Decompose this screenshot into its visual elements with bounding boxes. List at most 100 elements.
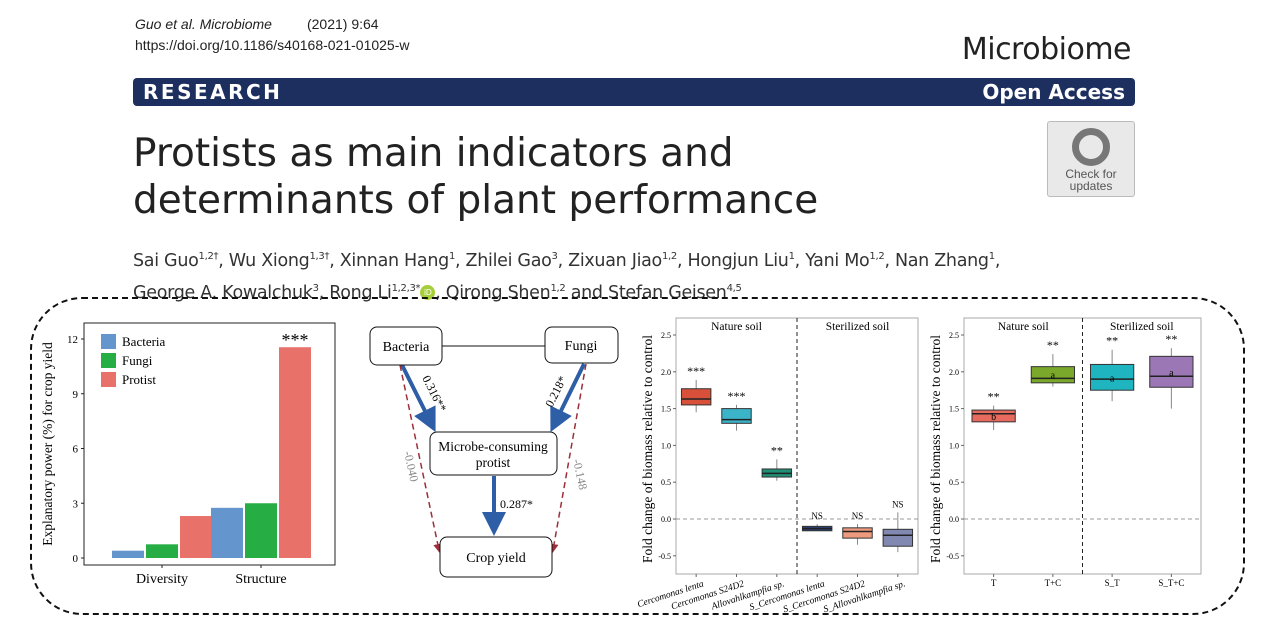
y-tick-label: 2.5 [949, 331, 959, 340]
author-separator: , [557, 250, 569, 271]
edge-bacteria-crop [399, 364, 443, 553]
author-name[interactable]: Sai Guo [133, 250, 199, 271]
author-affiliation: 1,2 [661, 251, 677, 262]
author-separator: , [455, 250, 466, 271]
box [1149, 355, 1194, 388]
node-crop-yield [439, 536, 553, 578]
y-axis-label: Fold change of biomass relative to contr… [928, 335, 943, 563]
check-updates-icon [1072, 128, 1110, 166]
y-tick-label: 0.0 [661, 515, 671, 524]
significance-label: ** [1106, 334, 1118, 348]
author-name[interactable]: Zixuan Jiao [568, 250, 662, 271]
author-separator: , [218, 250, 229, 271]
node-bacteria-label: Bacteria [383, 340, 430, 355]
article-title: Protists as main indicators and determina… [133, 130, 818, 224]
node-protist-label-1: Microbe-consuming [438, 439, 548, 454]
box-chart-treatments: -0.5 0.0 0.5 1.0 1.5 2.0 2.5 Fold change of bio… [928, 317, 1202, 588]
node-protist-label-2: protist [476, 455, 511, 470]
x-tick-label: T [991, 578, 997, 588]
author-name[interactable]: Zhilei Gao [465, 250, 552, 271]
significance-label: *** [728, 389, 746, 403]
author-separator: , [435, 282, 446, 303]
check-updates-label: Check for updates [1048, 168, 1134, 192]
edge-fungi-protist [550, 363, 586, 433]
author-name[interactable]: Hongjun Liu [687, 250, 789, 271]
node-crop-label: Crop yield [466, 551, 526, 566]
y-axis-label: Explanatory power (%) for crop yield [40, 342, 55, 546]
group-letter: a [1051, 371, 1056, 382]
legend-label: Protist [122, 372, 156, 387]
author-separator: , [318, 282, 330, 303]
author-separator: , [329, 250, 340, 271]
doi-link[interactable]: https://doi.org/10.1186/s40168-021-01025… [135, 37, 410, 53]
y-tick-label: 1.5 [949, 405, 959, 414]
y-tick-label: 1.0 [661, 441, 671, 450]
y-tick-label: 0 [73, 553, 79, 565]
author-name[interactable]: Xinnan Hang [339, 250, 450, 271]
coef-bacteria-crop: -0.040 [401, 450, 421, 483]
author-affiliation: 1,2 [550, 282, 566, 294]
panel-label: Sterilized soil [826, 321, 890, 333]
x-tick-label: S_T [1105, 578, 1121, 588]
box [882, 528, 914, 547]
author-name[interactable]: Yani Mo [805, 250, 870, 271]
significance-label: ** [1165, 332, 1177, 346]
x-tick-label: Diversity [136, 572, 188, 587]
box [680, 388, 712, 406]
author-separator: , [994, 250, 1001, 271]
group-letter: a [1169, 368, 1174, 379]
legend-label: Bacteria [122, 334, 166, 349]
y-tick-label: 0.5 [949, 478, 959, 487]
panel-label: Nature soil [998, 321, 1049, 333]
y-tick-label: 0.0 [949, 515, 959, 524]
author-affiliation: 1,2† [198, 251, 219, 262]
y-tick-label: 12 [67, 334, 78, 346]
y-tick-label: 9 [73, 389, 79, 401]
check-for-updates-button[interactable]: Check for updates [1047, 121, 1135, 197]
significance-label: *** [282, 330, 309, 350]
orcid-icon[interactable]: iD [420, 285, 436, 301]
title-line-2: determinants of plant performance [133, 178, 819, 223]
y-tick-label: 1.5 [661, 405, 671, 414]
panel-label: Sterilized soil [1110, 321, 1174, 333]
y-tick-label: 0.5 [661, 478, 671, 487]
group-letter: b [991, 412, 996, 423]
significance-label: ** [988, 390, 1000, 404]
box [721, 408, 752, 424]
citation-journal: Microbiome [199, 16, 272, 32]
citation: Guo et al. Microbiome (2021) 9:64 [135, 16, 379, 32]
author-affiliation: 1,2 [869, 251, 885, 262]
section-label: RESEARCH [143, 80, 283, 104]
open-access-label: Open Access [982, 80, 1125, 104]
y-tick-label: -0.5 [946, 552, 959, 561]
significance-label: *** [687, 364, 705, 378]
author-affiliation: 3 [551, 251, 558, 262]
author-separator: , [794, 250, 806, 271]
author-affiliation: 1 [788, 251, 795, 262]
author-name[interactable]: Wu Xiong [228, 250, 310, 271]
title-line-1: Protists as main indicators and [133, 131, 734, 176]
x-tick-label: S_T+C [1158, 578, 1184, 588]
bar-fungi [146, 544, 178, 558]
author-separator: , [884, 250, 895, 271]
bar-bacteria [112, 550, 144, 558]
node-bacteria [369, 326, 443, 366]
y-tick-label: -0.5 [658, 552, 671, 561]
author-affiliation: 3 [312, 282, 319, 294]
edge-bacteria-protist [400, 364, 436, 433]
path-diagram: Bacteria Fungi Microbe-consuming protist… [369, 326, 619, 578]
author-affiliation: 1,2,3* [391, 282, 421, 294]
author-affiliation: 4,5 [726, 282, 742, 294]
section-banner: RESEARCH Open Access [133, 78, 1135, 106]
node-fungi-label: Fungi [565, 339, 598, 354]
author-affiliation: 1,3† [309, 251, 330, 262]
legend-label: Fungi [122, 353, 153, 368]
y-tick-label: 2.0 [661, 368, 671, 377]
node-protist [429, 431, 558, 476]
bar-fungi [245, 503, 277, 558]
author-name[interactable]: Nan Zhang [894, 250, 989, 271]
coef-protist-crop: 0.287* [500, 497, 533, 511]
legend-swatch [101, 334, 116, 349]
bar-chart-explanatory-power: 0 3 6 9 12 Explanatory power (%) for crop yie… [40, 322, 336, 587]
